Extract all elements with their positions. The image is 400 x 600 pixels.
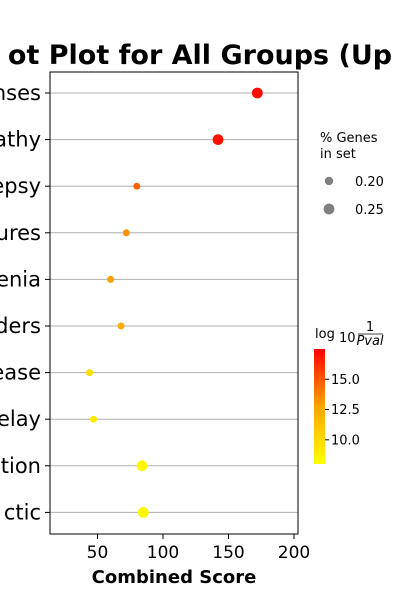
size-legend-title-line2: in set [320, 147, 356, 162]
chart-title: ot Plot for All Groups (Up [8, 40, 392, 71]
data-point [251, 87, 263, 99]
data-point [107, 275, 115, 283]
colorbar-label-den: Pval [356, 334, 383, 349]
data-point [117, 322, 125, 330]
size-legend: % Genes in set 0.20 0.25 [320, 131, 384, 218]
data-point [136, 460, 148, 472]
y-tick-label: athy [0, 128, 41, 152]
colorbar-tick-label: 12.5 [331, 403, 360, 418]
size-legend-marker-small [324, 176, 334, 186]
x-tick-label: 150 [212, 543, 244, 563]
y-tick-label: ders [0, 314, 41, 338]
colorbar-label-sub: 10 [339, 331, 356, 346]
size-legend-entry-large: 0.25 [355, 203, 384, 218]
y-axis-labels: nses athy epsy ures enia ders ease elay ation cti… [0, 81, 50, 524]
x-tick-label: 200 [278, 543, 310, 563]
plot-frame [49, 71, 299, 535]
x-tick-label: 100 [147, 543, 179, 563]
y-tick-label: ctic [4, 500, 41, 524]
data-point [133, 182, 141, 190]
y-tick-label: epsy [0, 174, 41, 198]
colorbar: log 10 1 Pval 10.0 12.5 15.0 [314, 320, 384, 464]
colorbar-ticks: 10.0 12.5 15.0 [325, 373, 360, 448]
data-points [86, 87, 263, 518]
data-point [137, 507, 149, 518]
colorbar-tick-label: 15.0 [331, 373, 360, 388]
x-tick-label: 50 [87, 543, 109, 563]
size-legend-entry-small: 0.20 [355, 175, 384, 190]
data-point [90, 415, 98, 423]
y-tick-label: ease [0, 361, 41, 385]
colorbar-label-log: log [315, 327, 335, 342]
grid-lines [50, 92, 298, 513]
size-legend-marker-large [323, 203, 335, 215]
size-legend-title-line1: % Genes [320, 131, 378, 146]
y-tick-label: elay [0, 407, 41, 431]
y-tick-label: ures [0, 221, 41, 245]
colorbar-label-num: 1 [366, 320, 374, 335]
data-point [86, 369, 94, 377]
y-tick-label: nses [0, 81, 41, 105]
y-tick-label: ation [0, 454, 41, 478]
colorbar-gradient [314, 349, 325, 464]
x-axis: 50 100 150 200 [87, 534, 310, 563]
y-tick-label: enia [0, 267, 41, 291]
data-point [212, 134, 224, 146]
colorbar-tick-label: 10.0 [331, 433, 360, 448]
x-axis-label: Combined Score [92, 567, 257, 588]
data-point [122, 229, 130, 237]
